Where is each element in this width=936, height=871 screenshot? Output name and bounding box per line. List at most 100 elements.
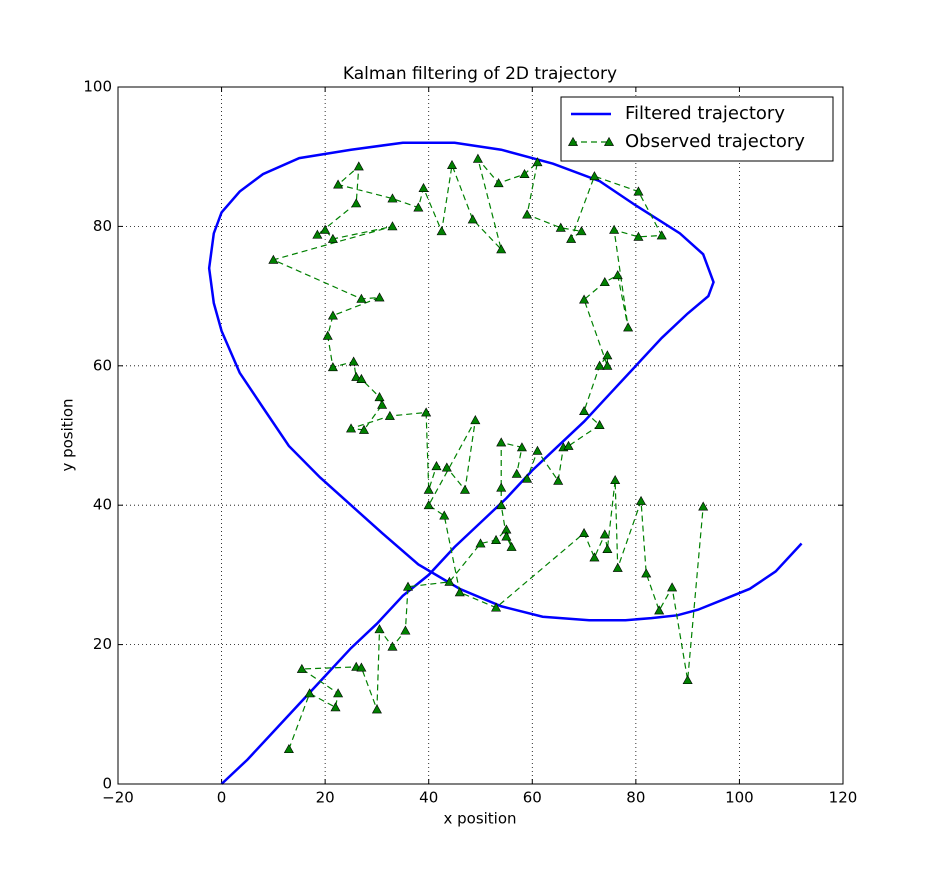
- y-tick-label: 60: [93, 356, 112, 374]
- marker: [439, 510, 450, 520]
- marker: [589, 171, 600, 181]
- x-tick-label: 0: [217, 789, 227, 807]
- marker: [431, 461, 442, 471]
- marker: [656, 230, 667, 240]
- marker: [496, 500, 507, 510]
- marker: [579, 294, 590, 304]
- marker: [698, 501, 709, 511]
- marker: [356, 373, 367, 383]
- marker: [594, 419, 605, 429]
- marker: [387, 221, 398, 231]
- marker: [374, 292, 385, 302]
- marker: [472, 153, 483, 163]
- marker: [491, 534, 502, 544]
- marker: [496, 244, 507, 254]
- marker: [333, 688, 344, 698]
- marker: [351, 371, 362, 381]
- marker: [387, 193, 398, 203]
- marker: [418, 182, 429, 192]
- marker: [371, 704, 382, 714]
- x-tick-label: −20: [102, 789, 134, 807]
- marker: [566, 233, 577, 243]
- y-tick-label: 20: [93, 635, 112, 653]
- series-line: [271, 158, 704, 750]
- marker: [636, 495, 647, 505]
- marker: [602, 360, 613, 370]
- marker: [633, 231, 644, 241]
- x-tick-label: 120: [829, 789, 858, 807]
- marker: [296, 663, 307, 673]
- marker: [353, 161, 364, 171]
- marker: [377, 399, 388, 409]
- marker: [602, 350, 613, 360]
- y-tick-label: 80: [93, 217, 112, 235]
- marker: [327, 233, 338, 243]
- marker: [522, 473, 533, 483]
- marker: [470, 415, 481, 425]
- marker: [599, 529, 610, 539]
- marker: [599, 277, 610, 287]
- marker: [421, 407, 432, 417]
- marker: [667, 582, 678, 592]
- marker: [602, 543, 613, 554]
- marker: [467, 214, 478, 224]
- marker: [641, 568, 652, 578]
- marker: [532, 445, 543, 455]
- marker: [506, 541, 517, 551]
- marker: [519, 169, 530, 179]
- marker: [423, 484, 434, 494]
- marker: [283, 744, 294, 754]
- y-tick-label: 40: [93, 496, 112, 514]
- marker: [400, 625, 411, 635]
- marker: [612, 270, 623, 280]
- marker: [594, 360, 605, 370]
- marker: [351, 198, 362, 208]
- marker: [384, 410, 395, 420]
- marker: [511, 468, 522, 478]
- y-tick-label: 100: [83, 78, 112, 96]
- marker: [333, 179, 344, 189]
- marker: [312, 229, 323, 239]
- marker: [579, 405, 590, 416]
- x-tick-label: 100: [725, 789, 754, 807]
- marker: [553, 475, 564, 485]
- marker: [516, 442, 527, 452]
- marker: [358, 424, 369, 434]
- marker: [609, 224, 620, 234]
- marker: [374, 624, 385, 634]
- marker: [610, 474, 621, 485]
- marker: [491, 602, 502, 612]
- marker: [612, 562, 623, 572]
- marker: [356, 293, 367, 303]
- marker: [327, 310, 338, 320]
- marker: [356, 662, 367, 672]
- marker: [682, 675, 693, 685]
- marker: [475, 538, 486, 548]
- marker: [454, 587, 465, 597]
- x-tick-label: 80: [626, 789, 645, 807]
- marker: [330, 702, 341, 712]
- marker: [346, 423, 357, 433]
- x-tick-label: 60: [523, 789, 542, 807]
- marker: [402, 581, 414, 591]
- marker: [304, 688, 315, 698]
- marker: [441, 462, 452, 472]
- marker: [532, 157, 543, 167]
- marker: [444, 576, 455, 586]
- marker: [496, 482, 507, 492]
- y-tick-label: 0: [102, 775, 112, 793]
- marker: [522, 209, 533, 219]
- legend-marker: [603, 136, 615, 146]
- marker: [633, 186, 644, 196]
- marker: [447, 159, 458, 169]
- marker: [555, 222, 566, 232]
- marker: [387, 641, 398, 651]
- marker: [413, 202, 424, 212]
- marker: [579, 527, 590, 537]
- marker: [322, 330, 333, 340]
- series-line: [207, 141, 803, 785]
- legend-marker: [567, 136, 579, 146]
- marker: [563, 440, 574, 450]
- marker: [496, 437, 507, 447]
